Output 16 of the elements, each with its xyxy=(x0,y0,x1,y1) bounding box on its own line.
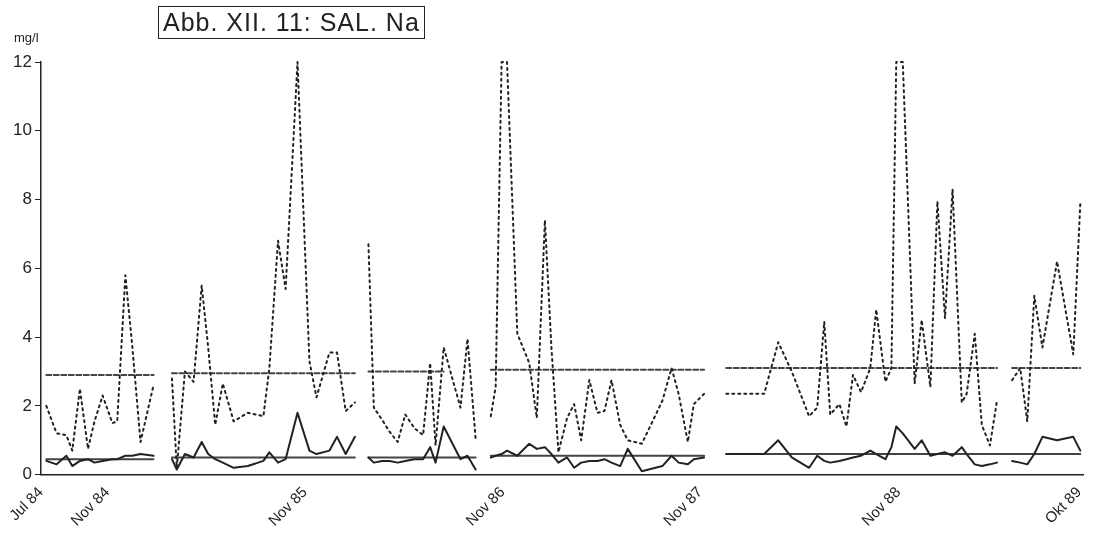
x-tick-label: Jul 84 xyxy=(5,483,46,524)
y-tick-label: 0 xyxy=(22,464,32,484)
x-tick-label: Okt 89 xyxy=(1041,483,1085,527)
x-tick-label: Nov 86 xyxy=(462,483,508,529)
x-tick-label: Nov 85 xyxy=(264,483,311,529)
x-tick-label: Nov 88 xyxy=(857,483,904,529)
y-tick-label: 10 xyxy=(12,120,32,140)
y-tick-label: 6 xyxy=(22,258,32,278)
x-tick-label: Nov 84 xyxy=(66,483,113,529)
y-axis-title: mg/l xyxy=(14,30,39,45)
x-tick-label: Nov 87 xyxy=(659,483,706,529)
chart-title: Abb. XII. 11: SAL. Na xyxy=(158,6,425,39)
y-tick-label: 12 xyxy=(12,51,32,71)
y-tick-label: 4 xyxy=(22,326,32,346)
y-tick-label: 8 xyxy=(22,189,32,209)
y-tick-label: 2 xyxy=(22,395,32,415)
